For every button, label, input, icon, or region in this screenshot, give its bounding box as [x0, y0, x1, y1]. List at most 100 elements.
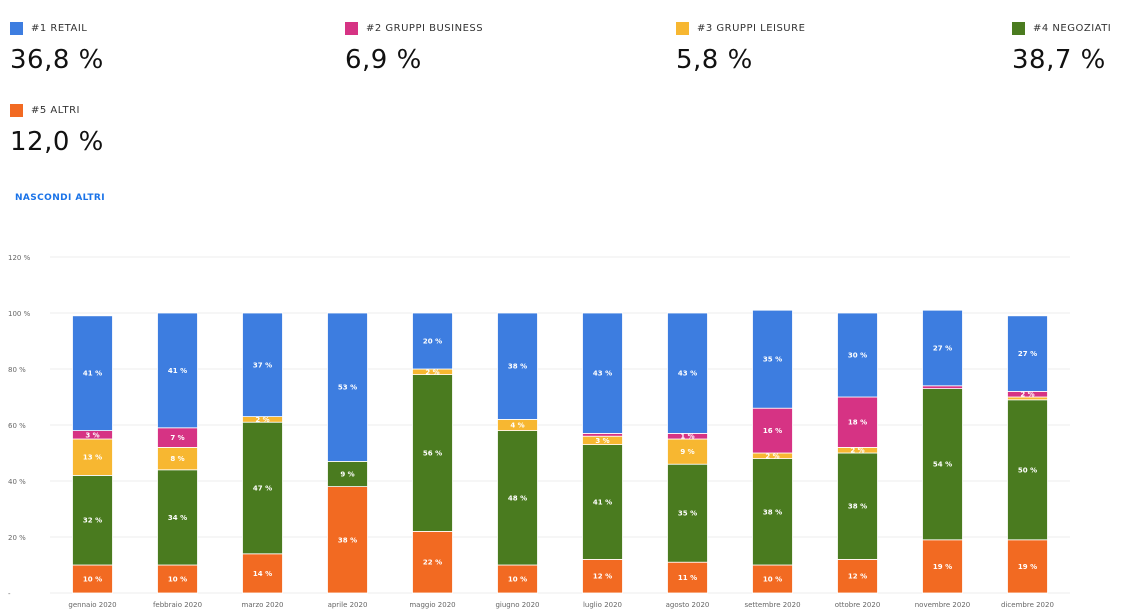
bar-value-label: 38 % [508, 363, 527, 371]
bar-value-label: 38 % [763, 508, 782, 516]
y-tick-label: 100 % [8, 310, 31, 318]
bar-segment[interactable] [837, 312, 878, 398]
bar-value-label: 13 % [83, 454, 102, 462]
x-tick-label: febbraio 2020 [153, 601, 202, 609]
bar-value-label: 2 % [425, 368, 439, 376]
bar-segment[interactable] [72, 474, 113, 566]
y-tick-label: 60 % [8, 422, 26, 430]
retail-label: #1 RETAIL [31, 23, 88, 34]
bar-segment[interactable] [582, 312, 623, 434]
bar-segment[interactable] [72, 564, 113, 594]
bar-segment[interactable] [327, 460, 368, 487]
hide-others-link[interactable]: NASCONDI ALTRI [15, 193, 105, 203]
bar-value-label: 50 % [1018, 466, 1037, 474]
bar-segment[interactable] [327, 312, 368, 462]
bar-value-label: 11 % [678, 574, 697, 582]
bar-value-label: 4 % [510, 422, 524, 430]
bar-segment[interactable] [497, 312, 538, 420]
bar-segment[interactable] [1007, 315, 1048, 392]
bar-value-label: 9 % [680, 448, 694, 456]
gruppi-business-label: #2 GRUPPI BUSINESS [366, 23, 484, 34]
bar-segment[interactable] [72, 315, 113, 431]
bar-segment[interactable] [752, 564, 793, 594]
bar-segment[interactable] [837, 559, 878, 594]
bar-value-label: 41 % [593, 499, 612, 507]
bar-segment[interactable] [1007, 539, 1048, 594]
bar-segment[interactable] [837, 452, 878, 560]
bar-segment[interactable] [1007, 399, 1048, 541]
bar-segment[interactable] [667, 561, 708, 594]
bar-segment[interactable] [242, 312, 283, 417]
bar-segment[interactable] [157, 469, 198, 566]
altri-value: 12,0 % [10, 127, 104, 157]
bar-value-label: 16 % [763, 427, 782, 435]
bar-value-label: 48 % [508, 494, 527, 502]
bar-segment[interactable] [922, 388, 963, 541]
x-tick-label: maggio 2020 [409, 601, 455, 609]
legend-retail[interactable]: #1 RETAIL 36,8 % [10, 22, 104, 75]
legend-altri[interactable]: #5 ALTRI 12,0 % [10, 104, 104, 157]
legend-gruppi-business[interactable]: #2 GRUPPI BUSINESS 6,9 % [345, 22, 483, 75]
bar-value-label: 8 % [170, 455, 184, 463]
bar-segment[interactable] [752, 407, 793, 454]
bar-segment[interactable] [667, 312, 708, 434]
y-tick-label: 40 % [8, 478, 26, 486]
bar-segment[interactable] [157, 564, 198, 594]
legend-gruppi-leisure[interactable]: #3 GRUPPI LEISURE 5,8 % [676, 22, 805, 75]
bar-segment[interactable] [922, 539, 963, 594]
bar-segment[interactable] [327, 486, 368, 594]
bar-segment[interactable] [157, 312, 198, 429]
negoziati-value: 38,7 % [1012, 45, 1106, 75]
bar-value-label: 27 % [1018, 350, 1037, 358]
bar-value-label: 7 % [170, 434, 184, 442]
y-tick-label: 120 % [8, 254, 31, 262]
bar-value-label: 38 % [338, 536, 357, 544]
bar-segment[interactable] [412, 312, 453, 370]
bar-value-label: 12 % [593, 573, 612, 581]
x-tick-label: luglio 2020 [583, 601, 622, 609]
gruppi-leisure-value: 5,8 % [676, 45, 753, 75]
x-tick-label: aprile 2020 [328, 601, 368, 609]
bar-value-label: 10 % [83, 576, 102, 584]
legend-negoziati[interactable]: #4 NEGOZIATI 38,7 % [1012, 22, 1111, 75]
bar-segment[interactable] [242, 421, 283, 555]
altri-swatch [10, 104, 23, 117]
x-tick-label: dicembre 2020 [1001, 601, 1054, 609]
bar-value-label: 41 % [83, 370, 102, 378]
bar-value-label: 10 % [168, 576, 187, 584]
x-tick-label: settembre 2020 [744, 601, 800, 609]
y-tick-label: 80 % [8, 366, 26, 374]
bar-value-label: 10 % [763, 576, 782, 584]
bar-segment[interactable] [582, 432, 623, 437]
bar-segment[interactable] [412, 531, 453, 594]
bar-value-label: 19 % [933, 563, 952, 571]
bar-segment[interactable] [412, 374, 453, 532]
y-tick-label: - [8, 590, 11, 598]
bar-segment[interactable] [497, 430, 538, 566]
bar-value-label: 19 % [1018, 563, 1037, 571]
bar-value-label: 30 % [848, 352, 867, 360]
bar-segment[interactable] [667, 463, 708, 563]
bar-segment[interactable] [242, 553, 283, 594]
bar-value-label: 18 % [848, 419, 867, 427]
bar-value-label: 27 % [933, 345, 952, 353]
bar-value-label: 3 % [595, 437, 609, 445]
bar-segment[interactable] [922, 309, 963, 387]
gruppi-leisure-label: #3 GRUPPI LEISURE [697, 23, 806, 34]
bar-value-label: 9 % [340, 471, 354, 479]
bar-value-label: 12 % [848, 573, 867, 581]
bar-segment[interactable] [837, 396, 878, 448]
bar-segment[interactable] [752, 309, 793, 409]
bar-value-label: 2 % [1020, 391, 1034, 399]
bar-value-label: 34 % [168, 514, 187, 522]
gruppi-business-swatch [345, 22, 358, 35]
y-tick-label: 20 % [8, 534, 26, 542]
bar-segment[interactable] [582, 444, 623, 560]
bar-segment[interactable] [922, 385, 963, 389]
bar-segment[interactable] [497, 564, 538, 594]
x-tick-label: giugno 2020 [495, 601, 539, 609]
bar-value-label: 35 % [763, 356, 782, 364]
bar-segment[interactable] [582, 559, 623, 594]
x-tick-label: gennaio 2020 [68, 601, 116, 609]
